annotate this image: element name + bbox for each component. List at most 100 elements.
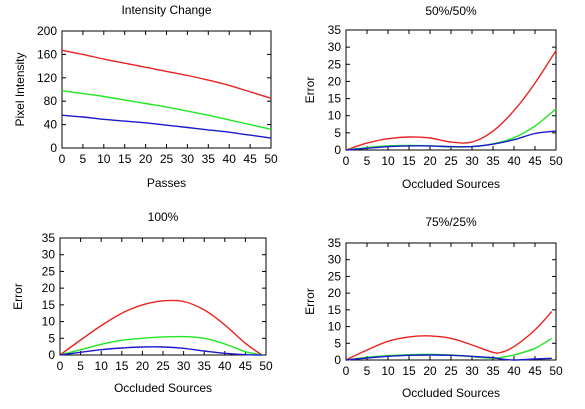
x-tick-label: 25 [444,154,458,168]
x-tick-label: 15 [402,154,416,168]
x-tick-label: 50 [259,359,273,373]
x-tick-label: 40 [218,359,232,373]
y-tick-label: 25 [328,57,342,71]
chart-title: 75%/25% [425,215,477,229]
y-tick-label: 20 [328,74,342,88]
chart-title: 100% [148,210,179,224]
x-tick-label: 15 [118,152,132,166]
x-tick-label: 30 [177,359,191,373]
y-tick-label: 10 [328,109,342,123]
x-tick-label: 35 [202,152,216,166]
plot-frame [61,30,272,149]
y-tick-label: 10 [328,320,342,334]
series-line-1 [59,299,263,356]
x-tick-label: 35 [486,364,500,378]
series-line-1 [61,49,272,99]
y-tick-label: 200 [37,24,57,38]
x-tick-label: 35 [198,359,212,373]
x-tick-label: 10 [381,154,395,168]
y-tick-label: 20 [42,281,56,295]
y-tick-label: 10 [42,315,56,329]
x-tick-label: 0 [59,152,66,166]
x-tick-label: 5 [77,359,84,373]
x-tick-label: 25 [160,152,174,166]
x-tick-label: 15 [115,359,129,373]
y-tick-label: 30 [42,248,56,262]
x-tick-label: 10 [381,364,395,378]
series-line-3 [345,354,552,361]
plot-frame [345,242,557,361]
x-tick-label: 30 [465,154,479,168]
series-line-1 [345,50,557,151]
x-tick-label: 40 [507,364,521,378]
y-tick-label: 5 [334,126,341,140]
x-tick-label: 0 [343,364,350,378]
y-tick-label: 30 [328,253,342,267]
y-tick-label: 0 [334,143,341,157]
x-tick-label: 35 [486,154,500,168]
x-tick-label: 45 [239,359,253,373]
x-tick-label: 10 [97,152,111,166]
series-line-3 [59,346,262,356]
chart-title: Intensity Change [121,3,211,17]
x-tick-label: 50 [264,152,278,166]
series-line-3 [345,130,557,151]
x-tick-label: 5 [80,152,87,166]
y-axis-label: Error [11,283,25,310]
y-tick-label: 40 [44,118,58,132]
y-tick-label: 30 [328,40,342,54]
x-tick-label: 40 [223,152,237,166]
x-tick-label: 5 [364,364,371,378]
series-line-2 [345,108,557,151]
y-tick-label: 120 [37,71,57,85]
x-tick-label: 20 [423,364,437,378]
x-axis-label: Occluded Sources [402,177,500,191]
y-tick-label: 5 [48,331,55,345]
y-tick-label: 25 [42,264,56,278]
series-line-3 [61,114,272,139]
chart-title: 50%/50% [425,4,477,18]
y-tick-label: 25 [328,269,342,283]
x-tick-label: 5 [364,154,371,168]
y-tick-label: 35 [42,231,56,245]
x-tick-label: 45 [528,364,542,378]
y-tick-label: 0 [48,348,55,362]
x-tick-label: 0 [343,154,350,168]
x-tick-label: 30 [181,152,195,166]
x-tick-label: 50 [549,364,563,378]
y-tick-label: 35 [328,23,342,37]
chart-panel-4: 0 5 10 15 20 25 30 35 40 45 500510152025303575%/25… [303,215,563,400]
x-tick-label: 25 [156,359,170,373]
chart-panel-1: 0 5 10 15 20 25 30 35 40 45 5004080120160200Intens… [13,3,278,190]
y-axis-label: Pixel Intensity [13,52,27,126]
chart-panel-2: 0 5 10 15 20 25 30 35 40 45 500510152025303550%/50… [303,4,563,191]
y-tick-label: 15 [328,303,342,317]
x-tick-label: 25 [444,364,458,378]
y-tick-label: 80 [44,94,58,108]
x-tick-label: 30 [465,364,479,378]
x-tick-label: 40 [507,154,521,168]
x-tick-label: 50 [549,154,563,168]
x-tick-label: 10 [95,359,109,373]
x-axis-label: Occluded Sources [402,386,500,400]
y-tick-label: 5 [334,336,341,350]
y-tick-label: 160 [37,47,57,61]
series-line-2 [59,335,263,356]
y-axis-label: Error [303,288,317,315]
y-tick-label: 15 [328,92,342,106]
y-tick-label: 15 [42,298,56,312]
x-tick-label: 15 [402,364,416,378]
series-line-1 [345,311,553,361]
y-tick-label: 20 [328,286,342,300]
x-tick-label: 20 [139,152,153,166]
y-axis-label: Error [303,77,317,104]
x-tick-label: 45 [528,154,542,168]
x-tick-label: 20 [423,154,437,168]
x-tick-label: 45 [243,152,257,166]
series-line-2 [61,90,272,130]
y-tick-label: 0 [50,141,57,155]
x-axis-label: Occluded Sources [114,381,212,395]
x-tick-label: 0 [57,359,64,373]
y-tick-label: 0 [334,353,341,367]
